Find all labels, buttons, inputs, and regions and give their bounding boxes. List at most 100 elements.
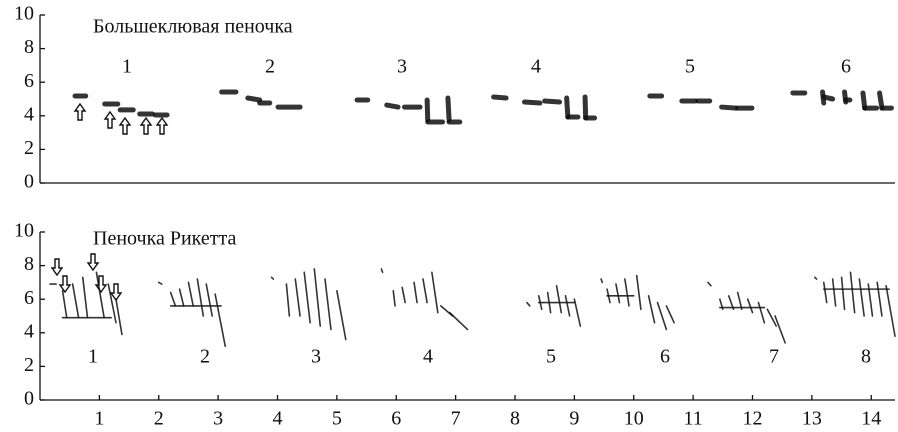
- note: [188, 282, 193, 306]
- note: [601, 279, 602, 282]
- y-tick-label: 8: [24, 36, 34, 58]
- y-tick-label: 6: [24, 70, 34, 92]
- x-tick-label: 10: [624, 408, 644, 430]
- note: [637, 276, 641, 310]
- y-tick-label: 0: [24, 388, 34, 410]
- arrow: [141, 118, 151, 134]
- note: [738, 292, 742, 309]
- note: [545, 101, 560, 102]
- y-tick-label: 10: [14, 3, 34, 25]
- song-label: 5: [685, 56, 695, 78]
- note: [304, 272, 310, 322]
- song-label: 2: [200, 346, 210, 368]
- y-tick-label: 2: [24, 137, 34, 159]
- x-tick-label: 12: [743, 408, 763, 430]
- note: [393, 291, 395, 306]
- arrow: [105, 112, 115, 128]
- x-tick-label: 4: [273, 408, 283, 430]
- note: [525, 102, 540, 103]
- note: [83, 277, 88, 317]
- note: [574, 299, 580, 326]
- note: [833, 279, 836, 306]
- note: [708, 282, 711, 285]
- y-tick-label: 10: [14, 220, 34, 242]
- note: [722, 107, 736, 108]
- note: [432, 272, 438, 312]
- note: [565, 296, 569, 316]
- note: [450, 313, 468, 330]
- song-label: 1: [122, 56, 132, 78]
- song-label: 6: [660, 346, 670, 368]
- note: [314, 269, 320, 326]
- note: [206, 284, 212, 316]
- arrow: [111, 284, 121, 300]
- panel-title: Большеклювая пеночка: [93, 16, 293, 38]
- x-tick-label: 11: [683, 408, 702, 430]
- x-tick-label: 6: [391, 408, 401, 430]
- note: [197, 279, 203, 316]
- note: [666, 306, 674, 323]
- note: [824, 282, 827, 302]
- x-tick-label: 9: [569, 408, 579, 430]
- note: [616, 284, 620, 302]
- note: [748, 299, 753, 312]
- note: [815, 277, 817, 279]
- note: [248, 98, 260, 100]
- x-tick-label: 1: [94, 408, 104, 430]
- note: [775, 316, 785, 343]
- note: [877, 282, 882, 316]
- x-tick-label: 8: [510, 408, 520, 430]
- x-tick-label: 14: [861, 408, 881, 430]
- note: [286, 284, 289, 316]
- arrow: [52, 259, 62, 275]
- y-tick-label: 0: [24, 171, 34, 193]
- arrow: [60, 276, 70, 292]
- y-tick-label: 8: [24, 253, 34, 275]
- note: [842, 277, 845, 309]
- note: [625, 279, 629, 306]
- note: [886, 286, 895, 336]
- note: [557, 286, 562, 313]
- note: [215, 294, 225, 346]
- x-tick-label: 7: [451, 408, 461, 430]
- note: [824, 97, 833, 99]
- note: [295, 279, 300, 316]
- arrow: [88, 254, 98, 270]
- x-tick-label: 13: [802, 408, 822, 430]
- note: [272, 277, 274, 279]
- note: [63, 291, 67, 318]
- song-label: 6: [841, 56, 851, 78]
- panel-title: Пеночка Рикетта: [93, 228, 237, 250]
- song-label: 4: [423, 346, 433, 368]
- figure: Большеклювая пеночка0246810123456Пеночка…: [0, 0, 898, 432]
- note: [758, 303, 764, 323]
- y-tick-label: 6: [24, 287, 34, 309]
- note: [381, 269, 382, 272]
- song-label: 3: [397, 56, 407, 78]
- y-tick-label: 2: [24, 354, 34, 376]
- song-label: 1: [88, 346, 98, 368]
- note: [116, 299, 122, 334]
- note: [73, 284, 79, 318]
- song-label: 5: [546, 346, 556, 368]
- song-label: 4: [531, 56, 541, 78]
- note: [171, 292, 176, 305]
- arrow: [75, 104, 85, 120]
- y-tick-label: 4: [24, 320, 34, 342]
- note: [850, 272, 854, 312]
- note: [427, 100, 428, 120]
- note: [527, 303, 530, 306]
- arrow: [157, 118, 167, 134]
- song-label: 3: [311, 346, 321, 368]
- song-label: 7: [769, 346, 779, 368]
- arrows: [52, 104, 167, 300]
- x-tick-label: 2: [154, 408, 164, 430]
- song-label: 2: [265, 56, 275, 78]
- note: [402, 287, 405, 302]
- x-tick-label: 3: [213, 408, 223, 430]
- note: [649, 296, 655, 323]
- x-tick-label: 5: [332, 408, 342, 430]
- song-label: 8: [861, 346, 871, 368]
- note: [448, 98, 449, 120]
- note: [585, 97, 586, 118]
